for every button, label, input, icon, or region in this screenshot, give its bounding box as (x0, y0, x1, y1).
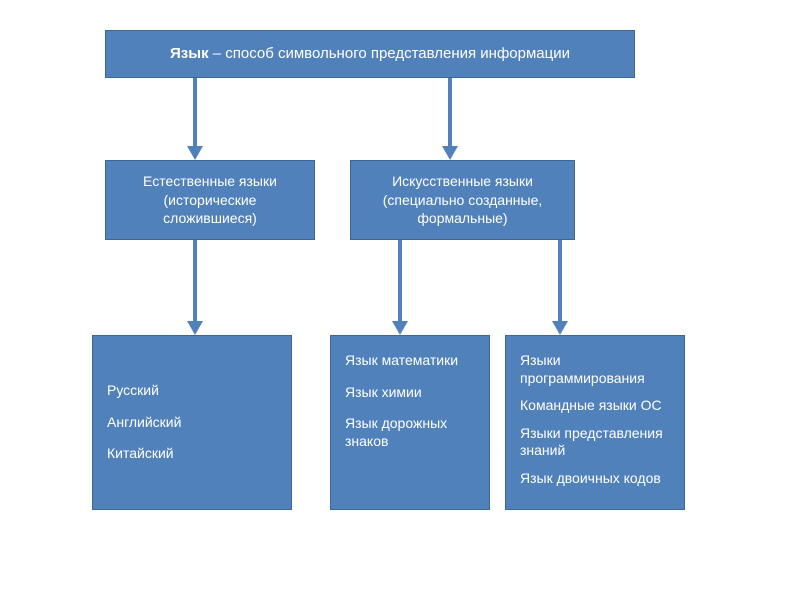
list-item: Языки представления знаний (520, 425, 670, 460)
node-natural-examples: Русский Английский Китайский (92, 335, 292, 510)
root-text: Язык – способ символьного представления … (170, 44, 570, 64)
list-item: Русский (107, 382, 181, 400)
item-list: Языки программирования Командные языки ОС… (520, 352, 670, 487)
list-item: Языки программирования (520, 352, 670, 387)
list-item: Английский (107, 414, 181, 432)
node-artificial-languages: Искусственные языки(специально созданные… (350, 160, 575, 240)
list-item: Командные языки ОС (520, 397, 670, 415)
list-item: Язык двоичных кодов (520, 470, 670, 488)
root-node: Язык – способ символьного представления … (105, 30, 635, 78)
list-item: Китайский (107, 445, 181, 463)
node-line: формальные) (417, 209, 507, 228)
node-line: Искусственные языки (392, 172, 533, 191)
node-artificial-examples-b: Языки программирования Командные языки ОС… (505, 335, 685, 510)
node-line: сложившиеся) (163, 209, 257, 228)
node-line: Естественные языки (143, 172, 277, 191)
root-bold: Язык (170, 45, 209, 62)
list-item: Язык химии (345, 384, 475, 402)
node-line: (исторические (164, 191, 257, 210)
node-line: (специально созданные, (383, 191, 543, 210)
node-artificial-examples-a: Язык математики Язык химии Язык дорожных з… (330, 335, 490, 510)
item-list: Язык математики Язык химии Язык дорожных з… (345, 352, 475, 450)
root-rest: – способ символьного представления инфор… (209, 45, 570, 62)
list-item: Язык дорожных знаков (345, 415, 475, 450)
item-list: Русский Английский Китайский (107, 382, 181, 463)
list-item: Язык математики (345, 352, 475, 370)
node-natural-languages: Естественные языки(историческиесложившие… (105, 160, 315, 240)
